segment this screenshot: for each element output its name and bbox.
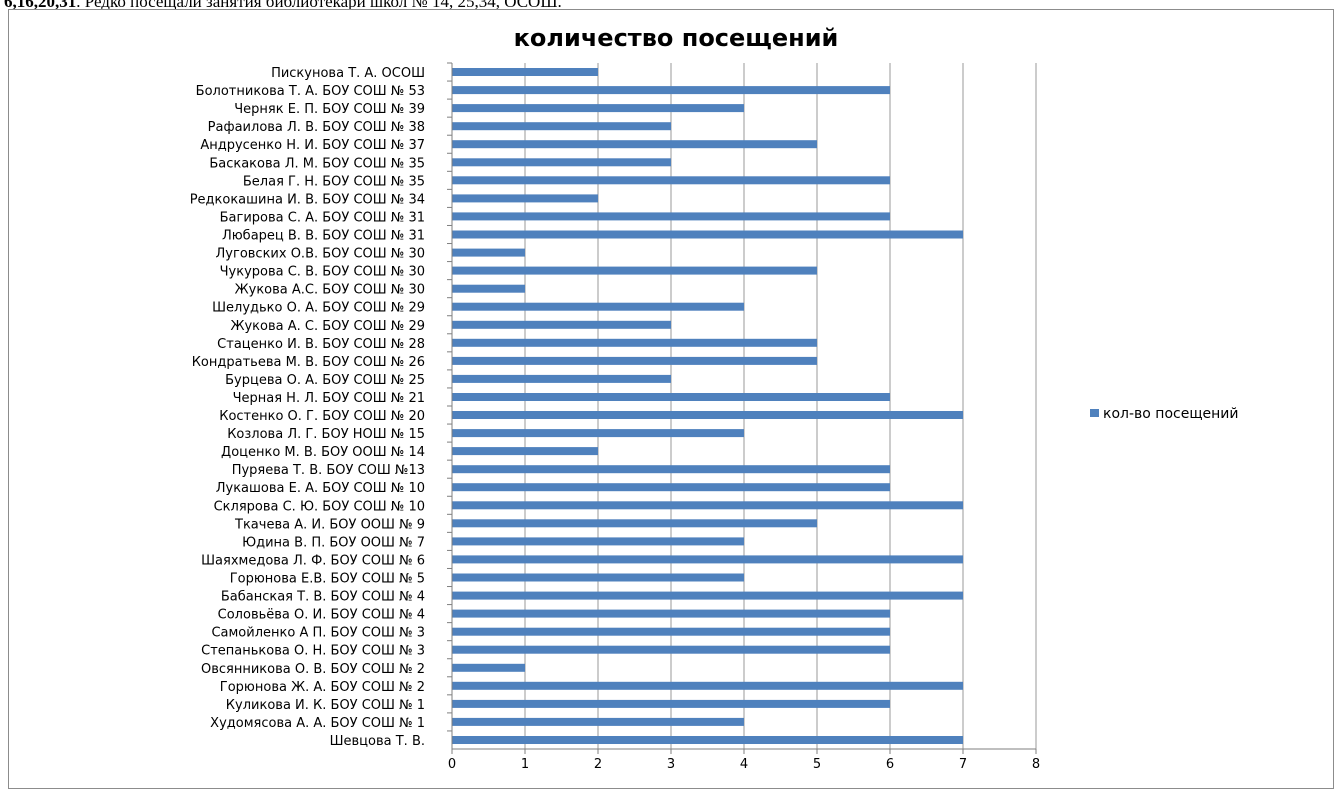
bar xyxy=(452,248,525,257)
bar xyxy=(452,465,890,474)
category-label: Склярова С. Ю. БОУ СОШ № 10 xyxy=(214,499,425,514)
x-tick-label: 3 xyxy=(667,757,675,772)
bar xyxy=(452,645,890,654)
bar xyxy=(452,591,963,600)
bar xyxy=(452,447,598,456)
category-label: Бурцева О. А. БОУ СОШ № 25 xyxy=(225,373,425,388)
category-label: Луговских О.В. БОУ СОШ № 30 xyxy=(216,247,425,262)
bar xyxy=(452,699,890,708)
category-label: Черная Н. Л. БОУ СОШ № 21 xyxy=(233,391,425,406)
category-label: Пуряева Т. В. БОУ СОШ №13 xyxy=(232,463,425,478)
bar xyxy=(452,429,744,438)
bar xyxy=(452,609,890,618)
bar xyxy=(452,68,598,76)
category-label: Худомясова А. А. БОУ СОШ № 1 xyxy=(210,716,425,731)
chart-title: количество посещений xyxy=(514,24,839,52)
category-label: Горюнова Ж. А. БОУ СОШ № 2 xyxy=(220,680,425,695)
bar xyxy=(452,681,963,690)
bar xyxy=(452,356,817,365)
category-label: Соловьёва О. И. БОУ СОШ № 4 xyxy=(218,608,425,623)
bar xyxy=(452,537,744,546)
category-label: Шелудько О. А. БОУ СОШ № 29 xyxy=(212,301,425,316)
category-label: Доценко М. В. БОУ ООШ № 14 xyxy=(221,445,425,460)
category-label: Куликова И. К. БОУ СОШ № 1 xyxy=(226,698,425,713)
bars xyxy=(452,68,963,744)
x-tick-label: 1 xyxy=(521,757,529,772)
x-tick-label: 2 xyxy=(594,757,602,772)
bar xyxy=(452,411,963,419)
legend-swatch xyxy=(1090,409,1099,417)
category-label: Рафаилова Л. В. БОУ СОШ № 38 xyxy=(208,120,425,135)
bar xyxy=(452,284,525,293)
x-tick-label: 8 xyxy=(1032,757,1040,772)
category-label: Степанькова О. Н. БОУ СОШ № 3 xyxy=(201,644,425,659)
document-text-bold: 6,16,20,31 xyxy=(4,0,77,10)
bar xyxy=(452,374,671,383)
x-tick-label: 0 xyxy=(448,757,456,772)
category-label: Юдина В. П. БОУ ООШ № 7 xyxy=(242,535,425,550)
category-label: Шевцова Т. В. xyxy=(330,734,425,749)
category-label: Белая Г. Н. БОУ СОШ № 35 xyxy=(243,174,425,189)
legend: кол-во посещений xyxy=(1090,406,1238,422)
bar xyxy=(452,266,817,275)
bar xyxy=(452,158,671,167)
category-label: Пискунова Т. А. ОСОШ xyxy=(271,66,425,81)
category-label: Овсянникова О. В. БОУ СОШ № 2 xyxy=(201,662,425,677)
axes xyxy=(447,62,1037,754)
bar xyxy=(452,176,890,185)
bar xyxy=(452,122,671,131)
bar xyxy=(452,320,671,329)
category-label: Ткачева А. И. БОУ ООШ № 9 xyxy=(234,517,425,532)
bar-chart: количество посещений Пискунова Т. А. ОСО… xyxy=(190,24,1239,772)
category-label: Баскакова Л. М. БОУ СОШ № 35 xyxy=(209,156,425,171)
category-label: Шаяхмедова Л. Ф. БОУ СОШ № 6 xyxy=(201,553,425,568)
category-label: Андрусенко Н. И. БОУ СОШ № 37 xyxy=(200,138,425,153)
x-tick-labels: 0 1 2 3 4 5 6 7 8 xyxy=(448,757,1040,772)
category-label: Козлова Л. Г. БОУ НОШ № 15 xyxy=(227,427,425,442)
bar xyxy=(452,338,817,347)
category-label: Стаценко И. В. БОУ СОШ № 28 xyxy=(217,337,425,352)
category-label: Редкокашина И. В. БОУ СОШ № 34 xyxy=(190,192,425,207)
x-tick-label: 5 xyxy=(813,757,821,772)
bar xyxy=(452,627,890,636)
x-tick-label: 4 xyxy=(740,757,748,772)
bar xyxy=(452,140,817,149)
bar xyxy=(452,393,890,401)
category-label: Кондратьева М. В. БОУ СОШ № 26 xyxy=(192,355,425,370)
legend-label: кол-во посещений xyxy=(1103,406,1238,422)
bar xyxy=(452,194,598,203)
bar xyxy=(452,555,963,564)
bar xyxy=(452,663,525,672)
category-label: Багирова С. А. БОУ СОШ № 31 xyxy=(220,210,425,225)
bar xyxy=(452,86,890,95)
bar xyxy=(452,212,890,221)
bar xyxy=(452,230,963,239)
category-label: Любарец В. В. БОУ СОШ № 31 xyxy=(222,229,425,244)
document-text-rest: . Редко посещали занятия библиотекари шк… xyxy=(76,0,562,10)
document-text-line: 6,16,20,31. Редко посещали занятия библи… xyxy=(4,0,562,10)
bar xyxy=(452,519,817,528)
category-label: Лукашова Е. А. БОУ СОШ № 10 xyxy=(216,481,425,496)
category-label: Бабанская Т. В. БОУ СОШ № 4 xyxy=(221,590,425,605)
bar xyxy=(452,736,963,744)
category-label: Чукурова С. В. БОУ СОШ № 30 xyxy=(220,265,425,280)
x-tick-label: 6 xyxy=(886,757,894,772)
bar xyxy=(452,483,890,492)
category-label: Самойленко А П. БОУ СОШ № 3 xyxy=(211,626,425,641)
bar xyxy=(452,717,744,726)
bar xyxy=(452,573,744,582)
category-label: Горюнова Е.В. БОУ СОШ № 5 xyxy=(230,572,425,587)
category-label: Болотникова Т. А. БОУ СОШ № 53 xyxy=(196,84,425,99)
category-labels: Пискунова Т. А. ОСОШ Болотникова Т. А. БО… xyxy=(190,66,425,749)
category-label: Жукова А.С. БОУ СОШ № 30 xyxy=(235,283,425,298)
x-tick-label: 7 xyxy=(959,757,967,772)
category-label: Черняк Е. П. БОУ СОШ № 39 xyxy=(234,102,425,117)
category-label: Костенко О. Г. БОУ СОШ № 20 xyxy=(219,409,425,424)
bar xyxy=(452,302,744,311)
bar xyxy=(452,104,744,113)
bar xyxy=(452,501,963,510)
category-label: Жукова А. С. БОУ СОШ № 29 xyxy=(230,319,425,334)
